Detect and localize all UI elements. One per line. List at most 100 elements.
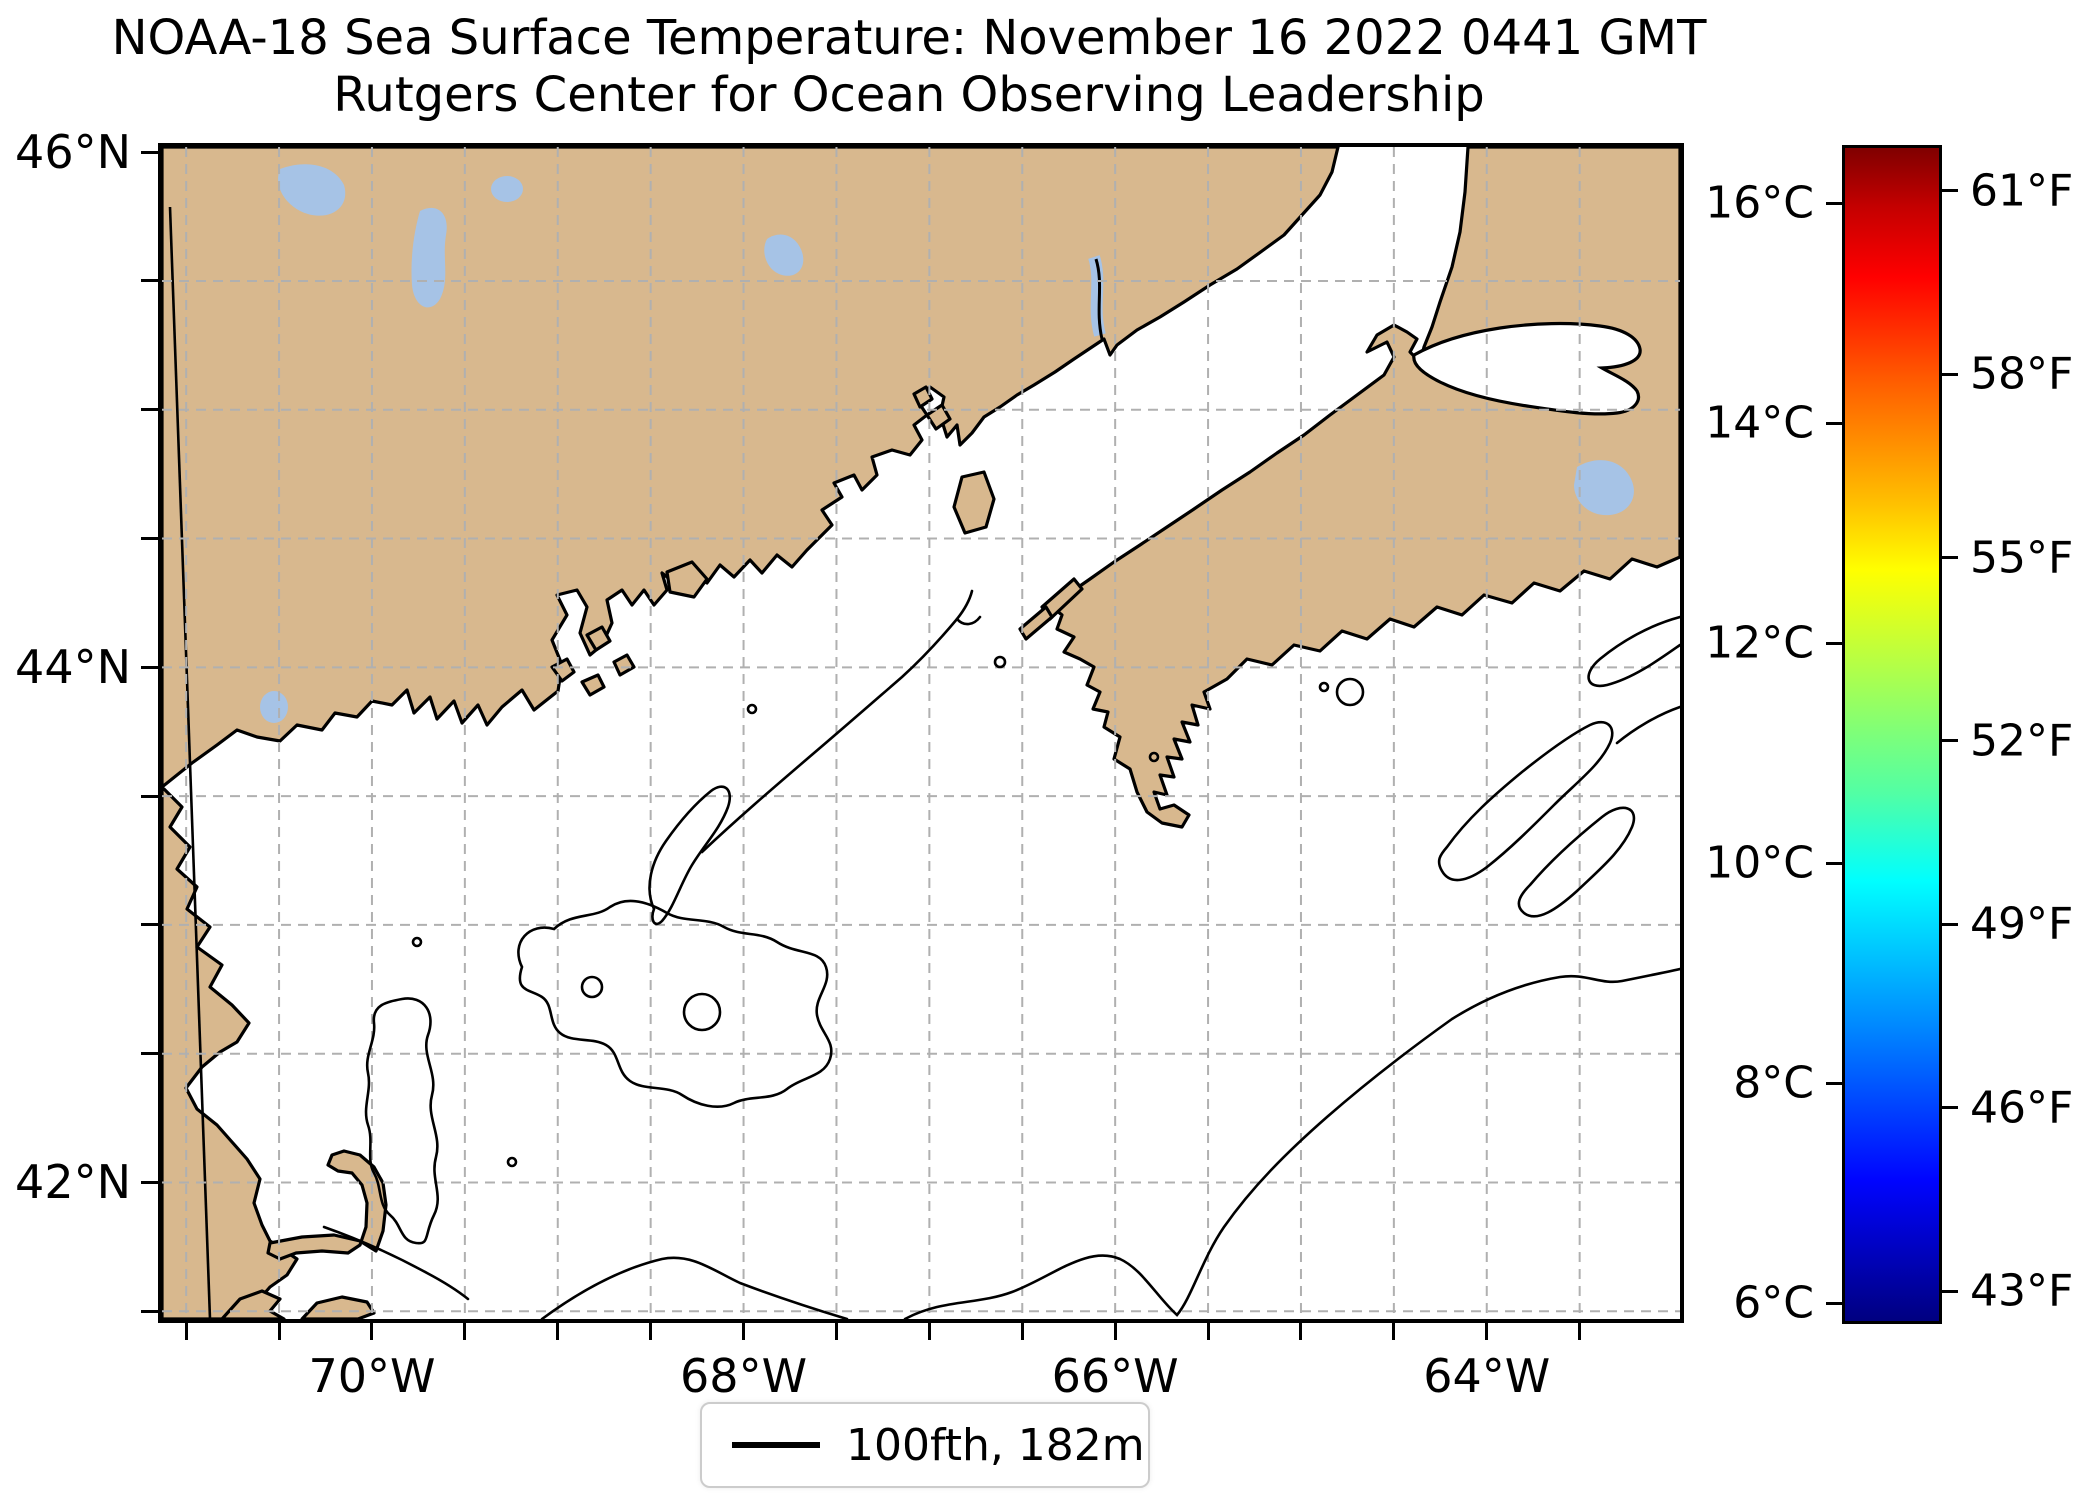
isobath-ring-1 (682, 992, 722, 1032)
lake-sebago (260, 691, 288, 723)
isobath-ring-3 (1335, 677, 1365, 707)
x-axis-tick (370, 1323, 374, 1340)
isobath-scotian-bank-1 (1437, 720, 1614, 882)
isobath-shelf-break (903, 967, 1680, 1319)
colorbar-fahrenheit-tick (1942, 922, 1958, 926)
isobath-great-south-channel (540, 1256, 849, 1319)
x-axis-tick (1299, 1323, 1303, 1340)
isobath-ring-2 (580, 975, 604, 999)
x-axis-tick-label: 70°W (308, 1349, 436, 1403)
x-axis-tick (1578, 1323, 1582, 1340)
isobath-dot-1 (1318, 681, 1330, 693)
island-deer (912, 385, 934, 409)
x-axis-tick (1020, 1323, 1024, 1340)
x-axis-tick (556, 1323, 560, 1340)
y-axis-tick (141, 1309, 158, 1313)
isobath-scotian-short (1615, 705, 1680, 745)
colorbar-celsius-label: 14°C (1705, 397, 1814, 449)
x-axis-tick-label: 68°W (680, 1349, 808, 1403)
isobath-dot-6 (411, 936, 423, 948)
lake-moosehead (411, 207, 447, 308)
colorbar-celsius-tick (1826, 641, 1842, 645)
y-axis-tick (141, 1180, 158, 1184)
colorbar-fahrenheit-label: 58°F (1970, 348, 2074, 400)
y-axis-tick (141, 1052, 158, 1056)
x-axis-tick (927, 1323, 931, 1340)
island-marthas-vineyard (300, 1295, 376, 1319)
minas-basin (1412, 321, 1642, 416)
x-axis-tick (184, 1323, 188, 1340)
island-grand-manan (952, 470, 996, 535)
x-axis-tick (463, 1323, 467, 1340)
lake-small-maine (491, 176, 523, 202)
x-axis-tick-label: 66°W (1051, 1349, 1179, 1403)
x-axis-tick (1392, 1323, 1396, 1340)
colorbar-celsius-label: 6°C (1733, 1277, 1814, 1329)
x-axis-tick-label: 64°W (1423, 1349, 1551, 1403)
y-axis-tick-label: 42°N (15, 1155, 131, 1210)
colorbar-celsius-label: 12°C (1705, 617, 1814, 669)
colorbar-fahrenheit-tick (1942, 1289, 1958, 1293)
colorbar-fahrenheit-tick (1942, 189, 1958, 193)
land-maine-newbrunswick (162, 147, 1340, 1319)
legend-label: 100fth, 182m (846, 1419, 1145, 1471)
colorbar-fahrenheit-label: 55°F (1970, 532, 2074, 584)
isobath-dot-3 (746, 703, 758, 715)
colorbar-fahrenheit-tick (1942, 739, 1958, 743)
isobath-jordan-basin-chain (517, 899, 833, 1108)
map-svg (162, 147, 1680, 1319)
colorbar-celsius-tick (1826, 1301, 1842, 1305)
island-campobello (925, 403, 952, 431)
isobath-truxton-swell (648, 785, 732, 926)
x-axis-tick (1206, 1323, 1210, 1340)
colorbar-celsius-tick (1826, 1081, 1842, 1085)
colorbar-fahrenheit-tick (1942, 1106, 1958, 1110)
land-cape-cod (266, 1149, 388, 1261)
x-axis-tick (1485, 1323, 1489, 1340)
figure-subtitle: Rutgers Center for Ocean Observing Leade… (333, 66, 1485, 123)
colorbar-fahrenheit-label: 52°F (1970, 715, 2074, 767)
isobath-dot-4 (993, 655, 1007, 669)
y-axis-tick-label: 46°N (15, 125, 131, 180)
x-axis-tick (742, 1323, 746, 1340)
island-mount-desert (665, 560, 709, 599)
x-axis-tick (1113, 1323, 1117, 1340)
isobath-nantucket-shoals (322, 1225, 470, 1301)
colorbar-fahrenheit-tick (1942, 372, 1958, 376)
colorbar-celsius-label: 16°C (1705, 177, 1814, 229)
saint-john-river (1094, 258, 1104, 340)
x-axis-tick (834, 1323, 838, 1340)
isobath-wilkinson-basin (364, 997, 439, 1245)
island-digby-neck-2 (1018, 605, 1054, 641)
y-axis-tick (141, 408, 158, 412)
graticule (162, 147, 1680, 1319)
lake-rangeley (278, 164, 346, 216)
colorbar-fahrenheit-tick (1942, 556, 1958, 560)
x-axis-tick (277, 1323, 281, 1340)
colorbar-fahrenheit-label: 43°F (1970, 1265, 2074, 1317)
island-penobscot-2 (580, 673, 606, 697)
title-block: NOAA-18 Sea Surface Temperature: Novembe… (0, 10, 1818, 123)
isobath-fundy-hook (955, 615, 982, 626)
saint-john-river-water (1088, 255, 1106, 337)
colorbar-celsius-tick (1826, 421, 1842, 425)
isobath-dot-5 (1148, 751, 1160, 763)
colorbar[interactable] (1842, 145, 1942, 1324)
colorbar-fahrenheit-label: 61°F (1970, 165, 2074, 217)
x-axis-tick (649, 1323, 653, 1340)
y-axis-tick (141, 665, 158, 669)
island-penobscot-3 (612, 653, 636, 677)
map-canvas[interactable] (158, 143, 1684, 1323)
colorbar-fahrenheit-label: 46°F (1970, 1082, 2074, 1134)
colorbar-celsius-tick (1826, 201, 1842, 205)
colorbar-fahrenheit-label: 49°F (1970, 898, 2074, 950)
y-axis-tick (141, 794, 158, 798)
isobath-scotian-lens (1587, 615, 1680, 688)
y-axis-tick (141, 150, 158, 154)
colorbar-celsius-tick (1826, 861, 1842, 865)
y-axis-tick (141, 537, 158, 541)
colorbar-celsius-label: 8°C (1733, 1057, 1814, 1109)
isobath-line-swatch (732, 1442, 820, 1448)
island-vinalhaven (585, 625, 612, 652)
